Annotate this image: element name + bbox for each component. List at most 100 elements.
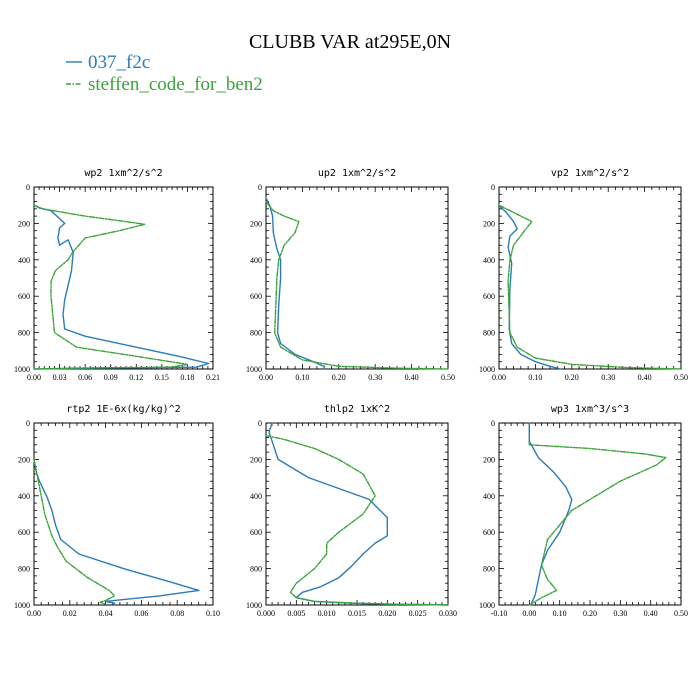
y-tick-label: 200 <box>18 455 30 464</box>
x-tick-label: 0.10 <box>553 609 567 618</box>
y-tick-label: 600 <box>483 292 495 301</box>
y-tick-label: 800 <box>250 565 262 574</box>
series-line-1 <box>265 197 325 370</box>
y-tick-label: 400 <box>483 492 495 501</box>
y-tick-label: 600 <box>18 292 30 301</box>
x-tick-label: 0.30 <box>613 609 627 618</box>
x-tick-label: 0.015 <box>348 609 366 618</box>
x-tick-label: -0.10 <box>491 609 508 618</box>
x-tick-label: 0.06 <box>134 609 148 618</box>
panel-4: rtp2 1E-6x(kg/kg)^2 0.00 0.02 0.04 0.06 0.08 0… <box>14 404 220 618</box>
figure-title: CLUBB VAR at295E,0N <box>249 31 451 53</box>
y-tick-label: 600 <box>18 528 30 537</box>
x-tick-label: 0.30 <box>601 373 615 382</box>
y-tick-label: 200 <box>18 219 30 228</box>
x-tick-label: 0.20 <box>332 373 346 382</box>
x-tick-label: 0.00 <box>522 609 536 618</box>
y-tick-label: 600 <box>483 528 495 537</box>
y-tick-label: 800 <box>18 329 30 338</box>
x-tick-label: 0.00 <box>492 373 506 382</box>
plot-frame <box>33 422 214 606</box>
panel-title: vp2 1xm^2/s^2 <box>551 168 629 179</box>
x-tick-label: 0.50 <box>674 609 688 618</box>
panel-title: thlp2 1xK^2 <box>324 404 390 415</box>
plot-frame <box>498 186 682 370</box>
x-tick-label: 0.06 <box>78 373 92 382</box>
x-tick-label: 0.04 <box>99 609 113 618</box>
y-tick-label: 200 <box>483 219 495 228</box>
y-tick-label: 0 <box>26 183 30 192</box>
panel-3: vp2 1xm^2/s^2 0.00 0.10 0.20 0.30 0.40 0.50 0 20… <box>479 168 688 382</box>
x-tick-label: 0.025 <box>409 609 427 618</box>
y-tick-label: 0 <box>491 419 495 428</box>
x-tick-label: 0.40 <box>644 609 658 618</box>
legend-label-2: steffen_code_for_ben2 <box>88 74 263 95</box>
y-tick-label: 0 <box>258 419 262 428</box>
x-tick-label: 0.50 <box>441 373 455 382</box>
x-tick-label: 0.03 <box>53 373 67 382</box>
x-tick-label: 0.005 <box>287 609 305 618</box>
x-tick-label: 0.50 <box>674 373 688 382</box>
x-tick-label: 0.30 <box>368 373 382 382</box>
y-tick-label: 400 <box>483 256 495 265</box>
panel-1: wp2 1xm^2/s^2 0.00 0.03 0.06 0.09 0.12 0.15 0.1… <box>14 168 220 382</box>
y-tick-label: 800 <box>483 329 495 338</box>
x-tick-label: 0.40 <box>638 373 652 382</box>
y-tick-label: 1000 <box>479 365 495 374</box>
y-tick-label: 0 <box>258 183 262 192</box>
y-tick-label: 0 <box>491 183 495 192</box>
y-tick-label: 400 <box>18 492 30 501</box>
y-tick-label: 1000 <box>479 601 495 610</box>
y-tick-label: 1000 <box>14 365 30 374</box>
series-line-2 <box>498 204 682 370</box>
legend-label-1: 037_f2c <box>88 52 150 73</box>
y-tick-label: 400 <box>250 256 262 265</box>
y-tick-label: 800 <box>250 329 262 338</box>
series-line-2 <box>33 458 116 606</box>
panels: wp2 1xm^2/s^2 0.00 0.03 0.06 0.09 0.12 0.15 0.1… <box>14 168 688 618</box>
plot-frame <box>265 186 449 370</box>
x-tick-label: 0.10 <box>206 609 220 618</box>
series-line-1 <box>33 204 210 370</box>
x-tick-label: 0.40 <box>405 373 419 382</box>
x-tick-label: 0.20 <box>583 609 597 618</box>
plot-frame <box>33 186 214 370</box>
y-tick-label: 400 <box>18 256 30 265</box>
x-tick-label: 0.15 <box>155 373 169 382</box>
legend-item-1: 037_f2c <box>66 52 150 73</box>
legend-item-2: steffen_code_for_ben2 <box>66 74 263 95</box>
y-tick-label: 800 <box>18 565 30 574</box>
x-tick-label: 0.08 <box>170 609 184 618</box>
series-line-2 <box>33 204 189 370</box>
y-tick-label: 600 <box>250 292 262 301</box>
y-tick-label: 1000 <box>246 601 262 610</box>
panel-5: thlp2 1xK^2 0.000 0.005 0.010 0.015 0.020 0.02… <box>246 404 457 618</box>
series-line-1 <box>498 204 562 370</box>
x-tick-label: 0.00 <box>259 373 273 382</box>
x-tick-label: 0.18 <box>180 373 194 382</box>
x-tick-label: 0.000 <box>257 609 275 618</box>
y-tick-label: 200 <box>250 219 262 228</box>
y-tick-label: 200 <box>250 455 262 464</box>
y-tick-label: 400 <box>250 492 262 501</box>
x-tick-label: 0.00 <box>27 609 41 618</box>
panel-title: wp3 1xm^3/s^3 <box>551 404 629 415</box>
panel-title: up2 1xm^2/s^2 <box>318 168 396 179</box>
x-tick-label: 0.20 <box>565 373 579 382</box>
series-line-1 <box>528 422 573 606</box>
series-line-2 <box>265 435 449 606</box>
y-tick-label: 0 <box>26 419 30 428</box>
y-tick-label: 600 <box>250 528 262 537</box>
series-line-2 <box>265 200 449 370</box>
x-tick-label: 0.00 <box>27 373 41 382</box>
plot-frame <box>498 422 682 606</box>
x-tick-label: 0.10 <box>295 373 309 382</box>
x-tick-label: 0.09 <box>104 373 118 382</box>
legend: 037_f2c steffen_code_for_ben2 <box>66 52 263 95</box>
series-line-1 <box>33 458 200 606</box>
y-tick-label: 1000 <box>14 601 30 610</box>
series-line-2 <box>528 440 667 606</box>
x-tick-label: 0.12 <box>129 373 143 382</box>
y-tick-label: 800 <box>483 565 495 574</box>
